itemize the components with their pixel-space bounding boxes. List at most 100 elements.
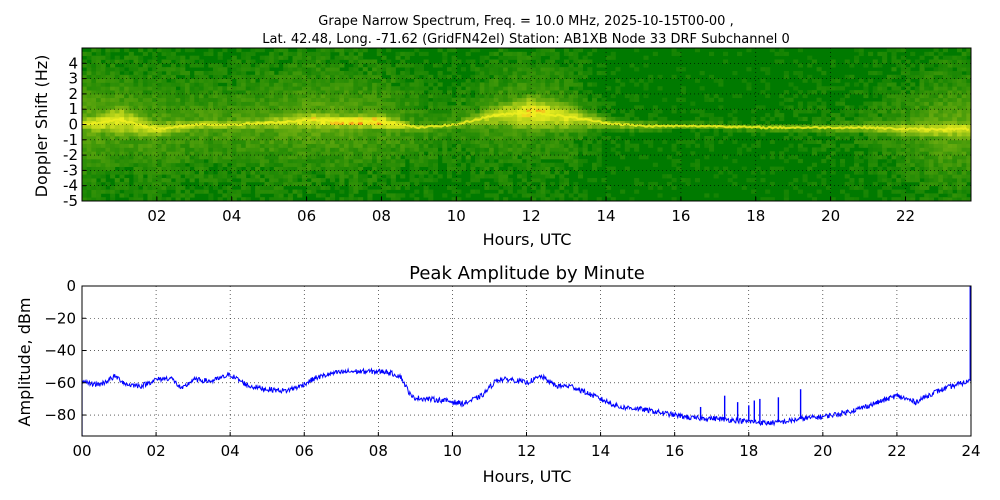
spectrogram-cell	[339, 101, 345, 106]
spectrogram-cell	[367, 101, 373, 106]
spectrogram-cell	[175, 185, 181, 190]
spectrogram-cell	[526, 59, 532, 64]
spectrogram-cell	[156, 74, 162, 79]
spectrogram-cell	[498, 143, 504, 148]
spectrogram-cell	[418, 51, 424, 57]
spectrogram-cell	[245, 55, 251, 60]
spectrogram-cell	[166, 67, 172, 72]
spectrogram-cell	[521, 147, 527, 152]
spectrogram-cell	[301, 101, 307, 106]
spectrogram-cell	[456, 132, 462, 137]
spectrogram-cell	[540, 63, 546, 68]
spectrogram-cell	[236, 113, 242, 118]
spectrogram-cell	[657, 109, 663, 114]
spectrogram-cell	[849, 109, 855, 114]
spectrogram-cell	[816, 116, 822, 122]
spectrogram-cell	[914, 59, 920, 64]
spectrogram-cell	[245, 93, 251, 99]
spectrogram-cell	[428, 193, 434, 198]
spectrogram-cell	[563, 143, 570, 148]
spectrogram-cell	[119, 78, 125, 83]
spectrogram-cell	[372, 59, 378, 64]
spectrogram-cell	[573, 197, 579, 201]
spectrogram-cell	[601, 109, 607, 114]
spectrogram-cell	[227, 124, 233, 129]
spectrogram-cell	[376, 162, 382, 167]
spectrogram-cell	[259, 97, 265, 102]
spectrogram-cell	[966, 63, 971, 68]
spectrogram-cell	[82, 185, 88, 190]
spectrogram-cell	[451, 151, 457, 156]
spectrogram-cell	[905, 59, 911, 64]
spectrogram-cell	[386, 132, 392, 137]
spectrogram-cell	[432, 105, 438, 110]
spectrogram-cell	[507, 158, 513, 164]
spectrogram-cell	[540, 170, 546, 175]
spectrogram-cell	[96, 78, 102, 83]
spectrogram-cell	[86, 147, 92, 152]
spectrogram-cell	[208, 128, 214, 133]
spectrogram-cell	[489, 128, 495, 133]
spectrogram-cell	[329, 128, 336, 133]
spectrogram-cell	[811, 181, 817, 187]
spectrogram-cell	[849, 166, 855, 171]
spectrogram-cell	[189, 124, 195, 129]
spectrogram-cell	[779, 128, 785, 133]
spectrogram-cell	[821, 90, 827, 95]
spectrogram-cell	[877, 90, 883, 95]
spectrogram-cell	[213, 63, 219, 68]
spectrogram-cell	[339, 51, 345, 57]
spectrogram-cell	[938, 97, 944, 102]
spectrogram-cell	[919, 128, 925, 133]
spectrogram-cell	[942, 132, 949, 137]
spectrogram-cell	[638, 181, 644, 187]
spectrogram-cell	[100, 70, 106, 76]
spectrogram-cell	[184, 143, 191, 148]
spectrogram-cell	[86, 74, 92, 79]
spectrogram-cell	[634, 116, 640, 122]
spectrogram-cell	[456, 109, 462, 114]
spectrogram-cell	[910, 74, 916, 79]
spectrogram-cell	[414, 143, 420, 148]
spectrogram-cell	[119, 181, 125, 187]
spectrogram-cell	[896, 120, 902, 125]
spectrogram-cell	[138, 128, 144, 133]
spectrogram-cell	[835, 124, 841, 129]
spectrogram-cell	[297, 128, 303, 133]
spectrogram-cell	[924, 120, 930, 125]
spectrogram-cell	[503, 178, 509, 183]
spectrogram-cell	[217, 105, 223, 110]
spectrogram-cell	[348, 67, 354, 72]
spectrogram-cell	[535, 48, 541, 53]
spectrogram-cell	[479, 147, 485, 152]
spectrogram-cell	[531, 139, 537, 145]
spectrogram-cell	[559, 128, 565, 133]
spectrogram-cell	[428, 147, 434, 152]
spectrogram-cell	[783, 193, 789, 198]
spectrogram-cell	[166, 101, 172, 106]
spectrogram-cell	[283, 74, 289, 79]
spectrogram-cell	[835, 147, 841, 152]
spectrogram-cell	[358, 135, 364, 141]
spectrogram-cell	[344, 86, 350, 91]
spectrogram-cell	[142, 90, 148, 95]
spectrogram-cell	[563, 124, 570, 129]
spectrogram-cell	[255, 193, 261, 198]
spectrogram-cell	[863, 101, 869, 106]
spectrogram-cell	[381, 82, 387, 87]
spectrogram-cell	[521, 120, 527, 125]
spectrogram-cell	[961, 181, 967, 187]
spectrogram-cell	[956, 189, 963, 194]
spectrogram-cell	[919, 166, 925, 171]
spectrogram-cell	[166, 55, 172, 60]
spectrogram-cell	[96, 155, 102, 160]
spectrogram-cell	[610, 124, 616, 129]
spectrogram-cell	[124, 143, 130, 148]
spectrogram-cell	[400, 151, 406, 156]
spectrogram-cell	[325, 116, 331, 122]
spectrogram-cell	[283, 166, 289, 171]
spectrogram-cell	[535, 174, 541, 179]
spectrogram-cell	[161, 162, 167, 167]
spectrogram-cell	[573, 181, 579, 187]
spectrogram-cell	[928, 155, 934, 160]
